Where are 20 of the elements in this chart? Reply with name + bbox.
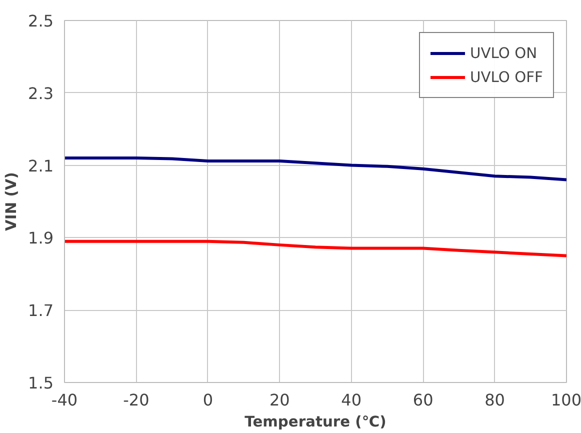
x-tick-label: 100 [550, 390, 581, 410]
x-axis-title: Temperature (℃) [244, 414, 386, 430]
line-series [64, 156, 566, 182]
x-tick-label: 0 [202, 390, 214, 410]
y-tick-label: 1.7 [28, 301, 54, 320]
line-series [64, 240, 566, 258]
x-tick-label: -40 [51, 390, 78, 410]
legend-label: UVLO OFF [470, 68, 543, 86]
x-tick-label: 60 [412, 390, 434, 410]
y-tick-label: 1.5 [28, 374, 54, 392]
x-tick-label: -20 [123, 390, 150, 410]
y-axis-title: VIN (V) [3, 172, 20, 231]
y-tick-label: 2.5 [28, 12, 54, 30]
x-tick-label: 20 [269, 390, 290, 410]
y-tick-label: 1.9 [28, 228, 54, 248]
y-tick-label: 2.3 [28, 84, 54, 103]
x-tick-label: 80 [484, 390, 505, 410]
y-tick-label: 2.1 [28, 156, 54, 176]
x-tick-label: 40 [341, 390, 362, 410]
legend-label: UVLO ON [470, 44, 538, 62]
